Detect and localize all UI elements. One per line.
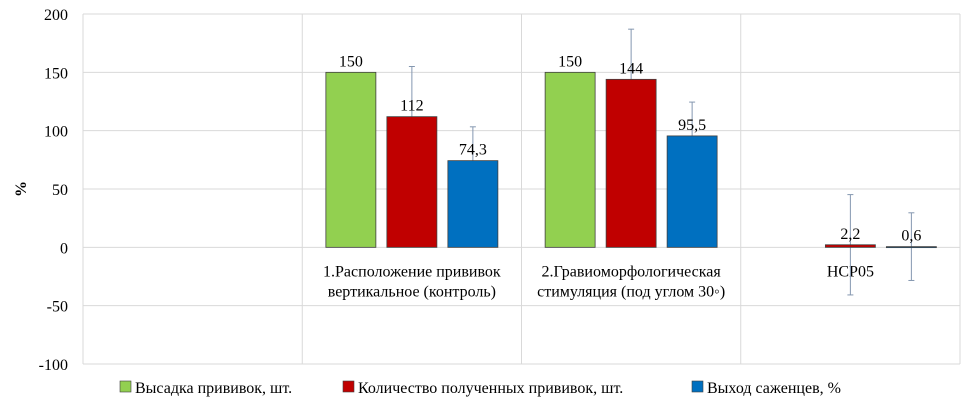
data-label: 74,3 [459,142,487,159]
data-label: 2,2 [840,226,860,243]
y-tick-label: 0 [60,240,68,257]
y-tick-label: 50 [52,182,68,199]
bar [544,71,596,248]
data-label: 0,6 [901,228,921,245]
legend-swatch [342,380,355,393]
gridlines [82,13,961,365]
bar [605,78,657,248]
y-tick-label: 100 [44,124,68,141]
y-axis-tick-labels: -100 -50 0 50 100 150 200 [39,7,68,374]
legend-label: Высадка прививок, шт. [135,380,292,397]
data-label: 144 [619,60,643,77]
bar [885,246,937,249]
data-label: 112 [400,98,423,115]
y-tick-label: -100 [39,357,68,374]
category-labels: 1.Расположение прививок вертикальное (кон… [323,263,874,300]
data-labels: 150 150 112 144 2,2 74,3 95,5 0,6 [339,53,922,244]
category-label: вертикальное (контроль) [328,283,496,300]
bar [666,135,718,248]
bar [386,116,438,248]
legend-swatch [691,380,704,393]
legend: Высадка прививок, шт. Количество полученн… [119,380,841,397]
legend-label: Количество полученных прививок, шт. [358,380,623,397]
legend-swatch [119,380,132,393]
data-label: 150 [339,53,363,70]
legend-label: Выход саженцев, % [707,380,841,397]
bars [325,71,937,249]
y-axis-title: % [13,181,30,197]
bar [824,244,876,248]
category-label: 2.Гравиоморфологическая [542,263,722,280]
category-label: 1.Расположение прививок [323,263,501,280]
y-tick-label: 150 [44,65,68,82]
data-label: 95,5 [678,117,706,134]
y-tick-label: 200 [44,7,68,24]
bar [325,71,377,248]
category-label: стимуляция (под углом 30◦) [537,283,725,300]
bar [447,160,499,248]
data-label: 150 [558,53,582,70]
y-tick-label: -50 [47,299,68,316]
